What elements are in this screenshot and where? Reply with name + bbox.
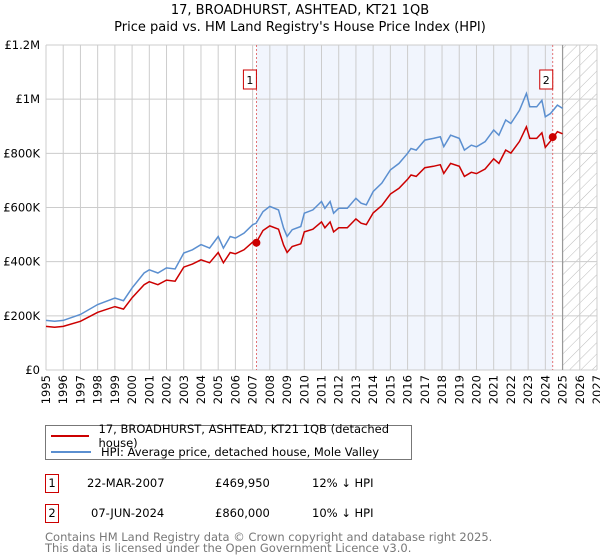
x-tick-label: 1997 xyxy=(73,375,87,404)
legend-swatch-blue xyxy=(51,451,91,453)
y-tick-label: £200K xyxy=(3,309,40,323)
sale-date: 22-MAR-2007 xyxy=(87,476,165,490)
x-tick-label: 2023 xyxy=(521,375,535,404)
x-tick-label: 1996 xyxy=(56,375,70,404)
x-tick-label: 2027 xyxy=(590,375,600,404)
footer-copyright: Contains HM Land Registry data © Crown c… xyxy=(45,530,493,544)
legend-item-property: 17, BROADHURST, ASHTEAD, KT21 1QB (detac… xyxy=(51,422,411,450)
y-tick-label: £0 xyxy=(25,363,40,377)
legend-label: HPI: Average price, detached house, Mole… xyxy=(101,445,380,459)
x-tick-label: 2005 xyxy=(211,375,225,404)
y-tick-label: £400K xyxy=(3,255,40,269)
x-tick-label: 2018 xyxy=(435,375,449,404)
x-tick-label: 2026 xyxy=(573,375,587,404)
x-tick-label: 2024 xyxy=(538,375,552,404)
x-tick-label: 2004 xyxy=(194,375,208,404)
sale-label-box xyxy=(539,69,554,90)
legend-label: 17, BROADHURST, ASHTEAD, KT21 1QB (detac… xyxy=(98,422,390,450)
y-tick-label: £1M xyxy=(15,92,40,106)
sale-price: £469,950 xyxy=(215,476,270,490)
x-tick-label: 2015 xyxy=(383,375,397,404)
sale-label-box xyxy=(242,69,257,90)
x-tick-label: 2022 xyxy=(504,375,518,404)
x-tick-label: 2006 xyxy=(228,375,242,404)
legend: 17, BROADHURST, ASHTEAD, KT21 1QB (detac… xyxy=(45,422,412,460)
x-tick-label: 2001 xyxy=(142,375,156,404)
sale-hpi-diff: 10% ↓ HPI xyxy=(312,506,374,520)
sale-row: 2 07-JUN-2024 £860,000 10% ↓ HPI xyxy=(45,504,445,524)
sale-point xyxy=(252,238,261,247)
series-line xyxy=(45,124,563,328)
x-tick-label: 2009 xyxy=(280,375,294,404)
sale-date: 07-JUN-2024 xyxy=(91,506,165,520)
x-tick-label: 2008 xyxy=(263,375,277,404)
x-tick-label: 2020 xyxy=(469,375,483,404)
x-tick-label: 2012 xyxy=(332,375,346,404)
x-tick-label: 2011 xyxy=(315,375,329,404)
x-tick-label: 2025 xyxy=(556,375,570,404)
x-tick-label: 2003 xyxy=(177,375,191,404)
sale-row: 1 22-MAR-2007 £469,950 12% ↓ HPI xyxy=(45,474,445,494)
x-tick-label: 2014 xyxy=(366,375,380,404)
x-tick-label: 2016 xyxy=(401,375,415,404)
sale-number: 1 xyxy=(45,474,59,493)
x-tick-label: 2021 xyxy=(487,375,501,404)
sale-hpi-diff: 12% ↓ HPI xyxy=(312,476,374,490)
sale-label: 1 xyxy=(246,74,253,87)
sale-label: 2 xyxy=(543,74,550,87)
chart-title: 17, BROADHURST, ASHTEAD, KT21 1QB xyxy=(170,3,430,18)
x-tick-label: 1998 xyxy=(91,375,105,404)
sale-price: £860,000 xyxy=(215,506,270,520)
plot-area: 1995 1996 1997 1998 1999 2000 2001 2002 2003 2004… xyxy=(3,38,600,404)
series-line xyxy=(45,91,564,323)
legend-swatch-red xyxy=(51,435,89,437)
sale-point xyxy=(548,133,557,142)
x-tick-label: 2017 xyxy=(418,375,432,404)
x-tick-label: 2019 xyxy=(452,375,466,404)
legend-item-hpi: HPI: Average price, detached house, Mole… xyxy=(51,444,379,460)
x-tick-label: 2000 xyxy=(125,375,139,404)
x-tick-label: 2013 xyxy=(349,375,363,404)
x-tick-label: 1999 xyxy=(108,375,122,404)
x-tick-label: 2010 xyxy=(297,375,311,404)
x-tick-label: 2002 xyxy=(160,375,174,404)
x-tick-label: 1995 xyxy=(39,375,53,404)
y-tick-label: £600K xyxy=(3,201,40,215)
footer-licence: This data is licensed under the Open Gov… xyxy=(45,541,412,555)
y-tick-label: £800K xyxy=(3,146,40,160)
chart-subtitle: Price paid vs. HM Land Registry's House … xyxy=(114,20,486,35)
y-tick-label: £1.2M xyxy=(4,38,40,52)
sale-number: 2 xyxy=(45,504,59,523)
x-tick-label: 2007 xyxy=(246,375,260,404)
